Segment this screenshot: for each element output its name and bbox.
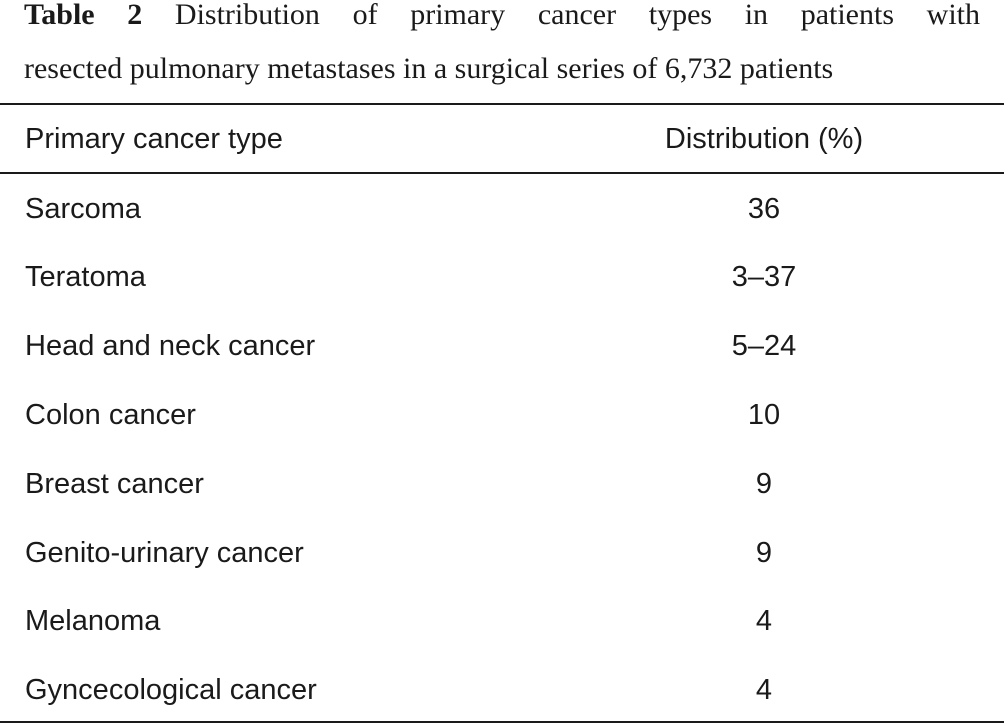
caption-line-1: Table 2 Distribution of primary cancer t… bbox=[24, 0, 980, 42]
row-cancer-type: Breast cancer bbox=[25, 468, 204, 500]
row-distribution: 4 bbox=[755, 605, 773, 637]
row-distribution: 9 bbox=[755, 468, 773, 500]
table-label: Table 2 bbox=[24, 0, 143, 31]
row-cancer-type: Colon cancer bbox=[25, 399, 196, 431]
row-cancer-type: Melanoma bbox=[25, 605, 161, 637]
row-cancer-type: Genito-urinary cancer bbox=[25, 537, 304, 569]
row-distribution: 10 bbox=[747, 399, 781, 431]
caption-text-1: Distribution of primary cancer types in … bbox=[174, 0, 980, 31]
row-distribution: 4 bbox=[755, 674, 773, 706]
header-primary-cancer-type: Primary cancer type bbox=[25, 123, 283, 155]
caption-line-2: resected pulmonary metastases in a surgi… bbox=[24, 52, 834, 85]
table-caption: Table 2 Distribution of primary cancer t… bbox=[24, 0, 980, 96]
row-cancer-type: Head and neck cancer bbox=[25, 330, 316, 362]
row-cancer-type: Sarcoma bbox=[25, 193, 142, 225]
table-top-rule bbox=[0, 103, 1004, 105]
table-header-rule bbox=[0, 172, 1004, 174]
row-distribution: 36 bbox=[747, 193, 781, 225]
table-bottom-rule bbox=[0, 721, 1004, 723]
row-distribution: 5–24 bbox=[731, 330, 797, 362]
row-cancer-type: Gyncecological cancer bbox=[25, 674, 317, 706]
header-distribution: Distribution (%) bbox=[664, 123, 864, 155]
row-cancer-type: Teratoma bbox=[25, 261, 146, 293]
row-distribution: 9 bbox=[755, 537, 773, 569]
row-distribution: 3–37 bbox=[731, 261, 797, 293]
